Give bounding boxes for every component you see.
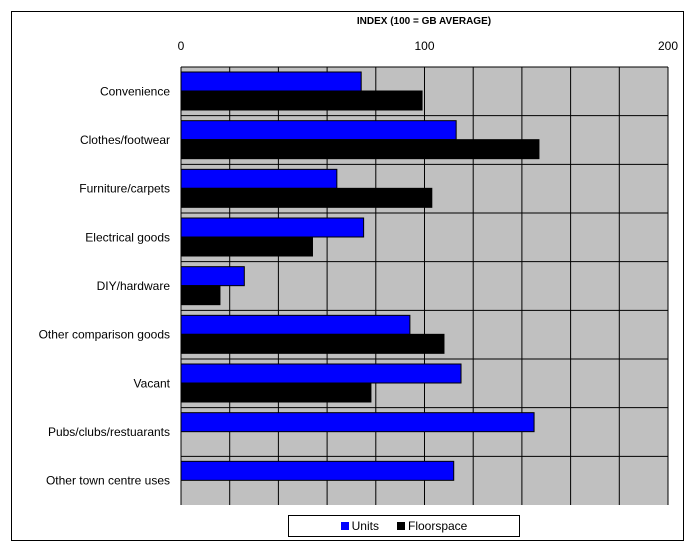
category-label: Other comparison goods bbox=[39, 328, 170, 342]
bar-units bbox=[180, 412, 535, 433]
bar-units bbox=[180, 168, 338, 189]
bar-units bbox=[180, 120, 457, 141]
legend-item-floorspace: Floorspace bbox=[396, 519, 468, 533]
legend-swatch-units bbox=[340, 522, 349, 530]
bar-floorspace bbox=[180, 187, 433, 208]
legend: Units Floorspace bbox=[288, 515, 520, 537]
category-label: Pubs/clubs/restuarants bbox=[48, 425, 170, 439]
category-label: DIY/hardware bbox=[97, 279, 171, 293]
x-tick-label: 100 bbox=[414, 39, 434, 53]
bar-units bbox=[180, 314, 411, 335]
x-tick-label: 0 bbox=[178, 39, 185, 53]
legend-label-units: Units bbox=[351, 519, 379, 533]
category-label: Furniture/carpets bbox=[79, 182, 170, 196]
bar-floorspace bbox=[180, 90, 423, 111]
bar-units bbox=[180, 460, 455, 481]
bar-floorspace bbox=[180, 382, 372, 403]
category-label: Convenience bbox=[100, 84, 170, 98]
bar-floorspace bbox=[180, 139, 540, 160]
category-label: Clothes/footwear bbox=[80, 133, 170, 147]
category-label: Vacant bbox=[134, 376, 171, 390]
category-label: Electrical goods bbox=[85, 230, 170, 244]
bar-units bbox=[180, 71, 362, 92]
bar-floorspace bbox=[180, 236, 313, 257]
category-label: Other town centre uses bbox=[46, 474, 170, 488]
bar-units bbox=[180, 266, 245, 287]
bar-units bbox=[180, 217, 365, 238]
legend-label-floorspace: Floorspace bbox=[407, 519, 468, 533]
legend-swatch-floorspace bbox=[396, 522, 405, 530]
bar-floorspace bbox=[180, 285, 221, 306]
bar-floorspace bbox=[180, 333, 445, 354]
legend-item-units: Units bbox=[340, 519, 379, 533]
plot-area: 0 100 200 Convenience Clothes/footwear Furnit… bbox=[39, 39, 678, 505]
bar-units bbox=[180, 363, 462, 384]
x-tick-label: 200 bbox=[658, 39, 678, 53]
chart-title: INDEX (100 = GB AVERAGE) bbox=[357, 16, 491, 27]
